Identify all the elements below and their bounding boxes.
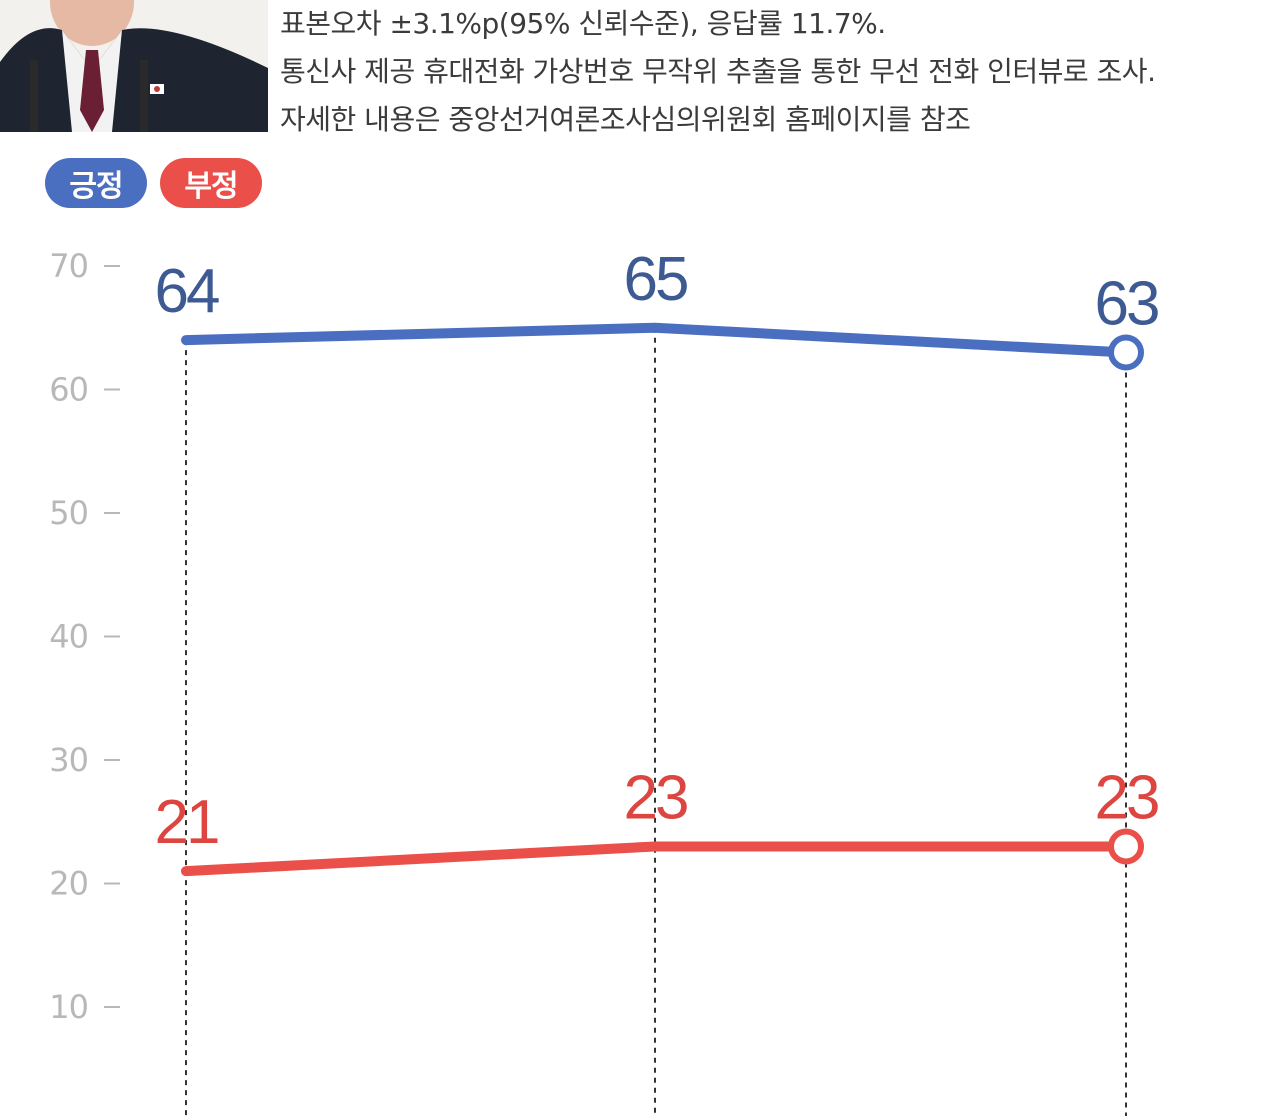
end-point-marker [1108,828,1144,865]
series-line [181,841,1131,877]
note-line-2: 통신사 제공 휴대전화 가상번호 무작위 추출을 통한 무선 전화 인터뷰로 조… [280,55,1156,88]
legend-positive: 긍정 [45,158,147,208]
legend-negative: 부정 [160,158,262,208]
end-point-marker [1108,334,1144,371]
y-tick-label: 20 [49,865,88,903]
data-label: 65 [624,245,687,314]
series-line [181,322,1131,358]
data-label: 23 [624,763,687,832]
y-tick-label: 50 [49,494,88,532]
note-line-3: 자세한 내용은 중앙선거여론조사심의위원회 홈페이지를 참조 [280,103,971,136]
data-label: 63 [1095,269,1158,338]
y-tick-label: 30 [49,741,88,779]
data-label: 23 [1095,763,1158,832]
y-tick-label: 40 [49,618,88,656]
y-tick-label: 70 [49,247,88,285]
data-label: 21 [155,788,218,857]
y-tick-label: 10 [49,988,88,1026]
data-label: 64 [155,257,219,326]
y-tick-label: 60 [49,371,88,409]
president-photo [0,0,268,132]
note-line-1: 표본오차 ±3.1%p(95% 신뢰수준), 응답률 11.7%. [280,7,886,40]
